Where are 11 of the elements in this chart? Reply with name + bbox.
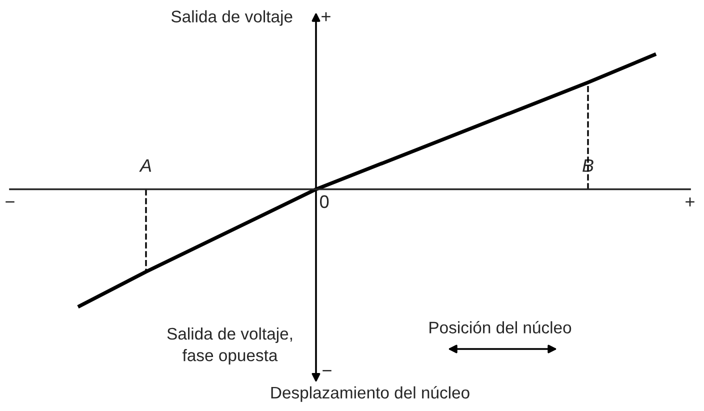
y-axis-title: Salida de voltaje (171, 10, 292, 26)
text: Posición del núcleo (430, 321, 572, 334)
x-tick-label: B (582, 159, 594, 172)
text: + (322, 12, 330, 22)
x-tick-label: + (686, 197, 694, 206)
x-tick-label: A (139, 159, 152, 172)
text: − (322, 370, 332, 372)
x-tick-label: − (6, 201, 14, 203)
x-axis-title: Desplazamiento del núcleo (271, 386, 470, 402)
x-tick-label: 0 (320, 195, 329, 208)
text: Salida de voltaje, fase opuesta (167, 327, 292, 365)
